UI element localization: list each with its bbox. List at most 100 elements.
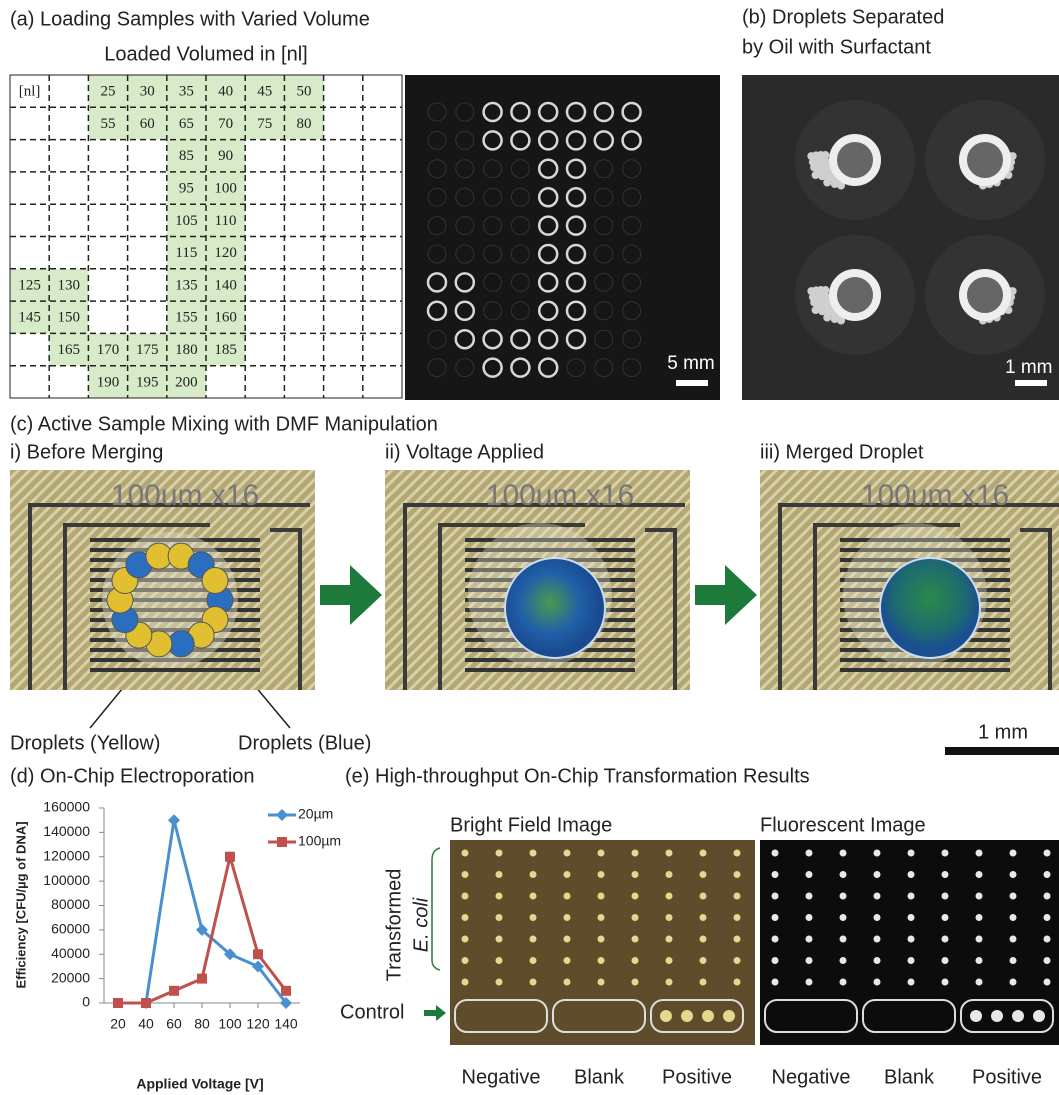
- table-cell: 130: [58, 277, 81, 293]
- colony: [840, 957, 847, 964]
- colony: [1044, 936, 1051, 943]
- table-cell: 115: [175, 245, 197, 261]
- table-cell: 35: [179, 84, 194, 100]
- colony: [970, 1010, 982, 1022]
- colony: [1033, 1010, 1045, 1022]
- colony: [840, 914, 847, 921]
- colony: [681, 1010, 693, 1022]
- colony: [496, 893, 503, 900]
- x-tick-label: 40: [138, 1016, 154, 1032]
- figure: (a) Loading Samples with Varied Volume L…: [0, 0, 1059, 1095]
- colony: [806, 957, 813, 964]
- page: { "panel_a": { "title": "(a) Loading Sam…: [0, 0, 1059, 1095]
- scale-bar: [676, 380, 708, 386]
- colony: [462, 979, 469, 986]
- arrow: [320, 565, 382, 625]
- x-tick-label: 100: [218, 1016, 242, 1032]
- bead: [809, 293, 817, 301]
- bead: [821, 286, 829, 294]
- bead: [818, 300, 826, 308]
- row-label: E. coli: [410, 897, 432, 952]
- colony: [976, 914, 983, 921]
- y-tick-label: 60000: [51, 921, 90, 937]
- colony: [942, 914, 949, 921]
- table-cell: 25: [101, 84, 116, 100]
- colony: [666, 893, 673, 900]
- colony: [874, 979, 881, 986]
- colony: [496, 979, 503, 986]
- x-tick-label: 80: [194, 1016, 210, 1032]
- colony: [874, 914, 881, 921]
- colony: [734, 850, 741, 857]
- bead: [818, 165, 826, 173]
- colony: [908, 850, 915, 857]
- image-title: Bright Field Image: [450, 814, 612, 836]
- table-cell: 40: [218, 84, 233, 100]
- colony: [462, 914, 469, 921]
- colony: [564, 893, 571, 900]
- y-axis-label: Efficiency [CFU/µg of DNA]: [13, 821, 28, 988]
- colony: [632, 979, 639, 986]
- colony: [530, 979, 537, 986]
- colony: [840, 871, 847, 878]
- table-cell: 110: [215, 213, 237, 229]
- chart-title: (d) On-Chip Electroporation: [10, 765, 255, 787]
- colony: [734, 914, 741, 921]
- scale-label: 1 mm: [1005, 357, 1053, 378]
- table-cell: 155: [175, 310, 198, 326]
- colony: [806, 936, 813, 943]
- colony: [1010, 936, 1017, 943]
- colony: [700, 871, 707, 878]
- y-tick-label: 80000: [51, 896, 90, 912]
- colony: [496, 957, 503, 964]
- table-cell: 150: [58, 310, 81, 326]
- step-label: iii) Merged Droplet: [760, 441, 924, 463]
- colony: [772, 979, 779, 986]
- colony: [734, 979, 741, 986]
- table-cell: 185: [214, 342, 237, 358]
- colony: [598, 893, 605, 900]
- bead: [831, 180, 839, 188]
- colony: [632, 871, 639, 878]
- table-cell: 160: [214, 310, 237, 326]
- bracket: [432, 848, 440, 970]
- colony: [874, 850, 881, 857]
- colony: [598, 850, 605, 857]
- legend-label: 20µm: [298, 806, 333, 822]
- colony: [564, 936, 571, 943]
- colony: [772, 936, 779, 943]
- colony: [806, 893, 813, 900]
- bead: [821, 151, 829, 159]
- colony: [908, 914, 915, 921]
- colony: [806, 871, 813, 878]
- colony: [496, 936, 503, 943]
- colony: [772, 850, 779, 857]
- point: [113, 998, 123, 1008]
- colony: [908, 936, 915, 943]
- panel-b: (b) Droplets Separated by Oil with Surfa…: [742, 6, 1059, 400]
- colony: [700, 979, 707, 986]
- colony: [666, 957, 673, 964]
- colony: [991, 1010, 1003, 1022]
- table-cell: 60: [140, 116, 155, 132]
- colony: [1010, 914, 1017, 921]
- colony: [1044, 957, 1051, 964]
- colony: [908, 871, 915, 878]
- colony: [598, 871, 605, 878]
- colony: [462, 871, 469, 878]
- colony: [632, 893, 639, 900]
- colony: [632, 936, 639, 943]
- colony: [1010, 850, 1017, 857]
- colony: [874, 957, 881, 964]
- colony: [734, 957, 741, 964]
- colony: [723, 1010, 735, 1022]
- table-cell: 195: [136, 374, 159, 390]
- colony: [806, 850, 813, 857]
- legend-label: 100µm: [298, 833, 341, 849]
- colony: [1044, 893, 1051, 900]
- table-cell: 190: [97, 374, 120, 390]
- y-tick-label: 160000: [43, 799, 90, 815]
- colony: [942, 979, 949, 986]
- point: [225, 852, 235, 862]
- colony: [496, 850, 503, 857]
